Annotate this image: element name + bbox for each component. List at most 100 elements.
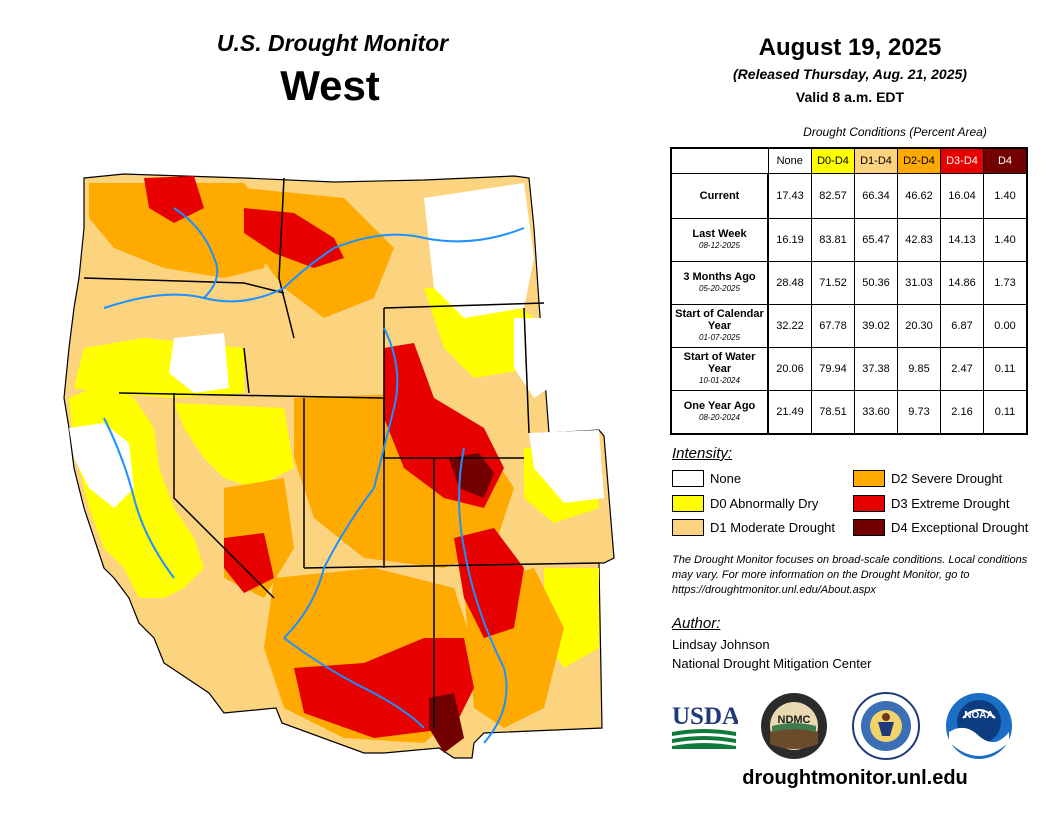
ndmc-logo-text: NDMC [778,714,811,726]
table-corner [671,148,768,174]
conditions-title: Drought Conditions (Percent Area) [803,125,987,139]
table-cell: 83.81 [811,218,855,262]
legend-label: None [710,471,742,486]
row-date: 08-12-2025 [699,241,740,250]
legend-item-d0: D0 Abnormally Dry [672,495,818,512]
table-cell: 71.52 [811,261,855,305]
row-date: 01-07-2025 [699,333,740,342]
legend-item-none: None [672,470,741,487]
row-label-text: One Year Ago [683,400,756,412]
column-header: D2-D4 [897,147,941,174]
table-cell: 46.62 [897,173,941,219]
table-cell: 14.13 [940,218,984,262]
legend-label: D4 Exceptional Drought [891,520,1029,535]
row-label-text: Start of Calendar Year [675,308,764,332]
none-area-california [69,423,134,508]
noaa-logo-text: NOAA [964,710,993,721]
program-title: U.S. Drought Monitor [216,30,449,56]
d3-area-washington [144,176,204,223]
state-borders [83,177,600,728]
table-cell: 79.94 [811,347,855,391]
row-label-text: Start of Water Year [683,351,756,375]
d4-area-nm-south [429,693,464,753]
ndmc-logo[interactable]: NDMC [760,692,828,760]
table-cell: 20.30 [897,304,941,348]
table-cell: 82.57 [811,173,855,219]
row-label: Start of Water Year 10-01-2024 [670,347,769,391]
table-row: 3 Months Ago 05-20-2025 28.48 71.52 50.36 31.… [670,261,1028,305]
conditions-body: Current 17.43 82.57 66.34 46.62 16.04 1.40 Last… [670,173,1028,435]
table-row: Start of Water Year 10-01-2024 20.06 79.94 3… [670,347,1028,391]
author-organization: National Drought Mitigation Center [672,656,872,671]
legend-item-d4: D4 Exceptional Drought [853,519,1028,536]
drought-map [63,173,615,759]
d3-area-nevada [224,533,274,593]
row-label-text: Current [699,190,740,202]
row-label: Start of Calendar Year 01-07-2025 [670,304,769,348]
legend-label: D0 Abnormally Dry [710,496,819,511]
table-cell: 39.02 [854,304,898,348]
none-area-idaho [169,333,229,393]
disclaimer-note: The Drought Monitor focuses on broad-sca… [672,554,1028,596]
row-label: 3 Months Ago 05-20-2025 [670,261,769,305]
row-date: 10-01-2024 [699,376,740,385]
table-cell: 32.22 [767,304,812,348]
legend-swatch [672,470,704,487]
table-cell: 17.43 [767,173,812,219]
d3-area-idaho [244,208,344,268]
table-row: Start of Calendar Year 01-07-2025 32.22 67.… [670,304,1028,348]
legend-swatch [853,470,885,487]
row-label-text: 3 Months Ago [683,271,756,283]
table-cell: 50.36 [854,261,898,305]
table-cell: 66.34 [854,173,898,219]
intensity-title: Intensity: [672,445,733,462]
usda-logo[interactable]: USDA [670,700,738,750]
legend-item-d1: D1 Moderate Drought [672,519,835,536]
row-label: One Year Ago 08-20-2024 [670,390,769,435]
legend-label: D1 Moderate Drought [710,520,836,535]
table-cell: 0.11 [983,390,1028,435]
usda-logo-text: USDA [672,703,738,730]
row-label: Last Week 08-12-2025 [670,218,769,262]
legend-swatch [853,519,885,536]
d0-area-nevada [174,403,294,488]
row-date: 05-20-2025 [699,284,740,293]
author-heading: Author: [672,615,721,632]
region-title: West [280,62,380,109]
row-label: Current [670,173,769,219]
d2-area-washington [89,183,274,278]
table-cell: 1.40 [983,173,1028,219]
table-cell: 37.38 [854,347,898,391]
table-cell: 20.06 [767,347,812,391]
table-cell: 16.19 [767,218,812,262]
table-cell: 2.47 [940,347,984,391]
rivers [103,207,525,744]
column-header: D4 [983,147,1028,174]
table-cell: 65.47 [854,218,898,262]
d3-area-nm [454,528,524,638]
legend-swatch [672,519,704,536]
commerce-seal-logo[interactable] [852,692,920,760]
table-cell: 16.04 [940,173,984,219]
table-cell: 9.73 [897,390,941,435]
table-cell: 42.83 [897,218,941,262]
table-cell: 2.16 [940,390,984,435]
legend-item-d2: D2 Severe Drought [853,470,1002,487]
table-cell: 67.78 [811,304,855,348]
table-cell: 14.86 [940,261,984,305]
column-header: None [767,147,812,174]
table-cell: 31.03 [897,261,941,305]
website-link[interactable]: droughtmonitor.unl.edu [742,767,968,789]
row-label-text: Last Week [692,228,747,240]
row-date: 08-20-2024 [699,413,740,422]
table-cell: 33.60 [854,390,898,435]
conditions-table: None D0-D4 D1-D4 D2-D4 D3-D4 D4 Current 1… [670,147,1028,435]
table-cell: 78.51 [811,390,855,435]
legend-swatch [853,495,885,512]
noaa-logo[interactable]: NOAA [945,692,1013,760]
none-area-colorado-ne [529,430,604,503]
table-cell: 9.85 [897,347,941,391]
legend-item-d3: D3 Extreme Drought [853,495,1010,512]
table-cell: 28.48 [767,261,812,305]
column-header: D1-D4 [854,147,898,174]
